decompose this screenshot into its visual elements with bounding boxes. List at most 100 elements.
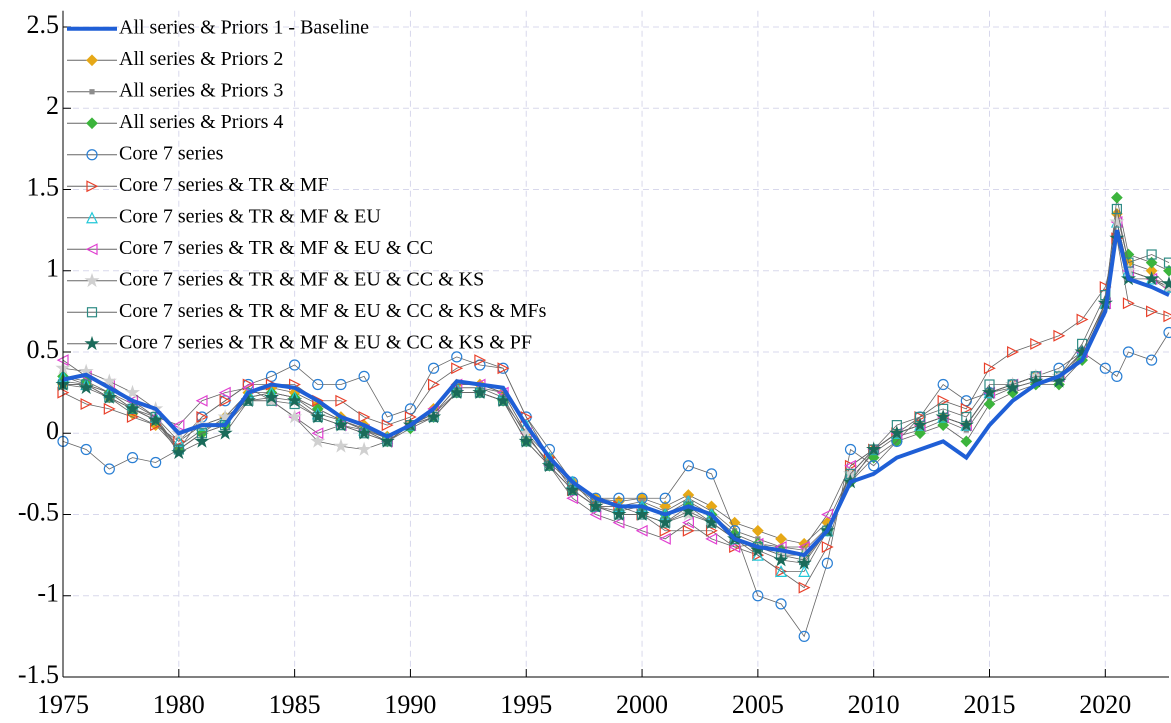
marker [1007,346,1019,358]
marker [173,435,186,448]
marker [752,524,764,537]
marker [796,555,812,570]
legend-label: Core 7 series & TR & MF & EU & CC & KS &… [119,300,547,322]
marker [103,463,115,475]
marker [84,335,100,351]
marker [86,307,98,318]
marker [263,389,280,404]
marker [1122,297,1135,310]
marker [821,557,833,569]
marker [85,243,98,256]
marker [658,532,671,545]
marker [126,411,139,423]
marker [379,433,395,448]
marker [657,514,673,530]
marker [636,492,648,504]
marker [86,54,98,67]
marker [960,402,973,415]
marker [935,409,951,424]
marker [588,498,604,513]
marker [566,492,579,505]
marker [958,417,974,432]
x-tick-label: 1995 [500,690,552,719]
marker [589,508,602,521]
marker [241,381,254,394]
y-tick-label: 1 [46,254,59,283]
y-tick-label: -1 [37,579,59,608]
marker [289,359,301,371]
y-tick-label: 0 [46,416,59,445]
marker [335,378,347,391]
marker [914,427,926,440]
x-tick-label: 2005 [732,690,784,719]
marker [889,425,905,440]
marker [312,378,324,391]
marker [1076,313,1089,326]
marker [358,411,371,423]
marker [1005,379,1021,395]
series [55,230,1171,570]
marker [705,532,718,545]
marker [728,541,741,553]
marker [219,394,232,407]
marker [775,598,787,610]
marker [1163,310,1171,323]
marker [937,394,950,407]
x-tick-label: 1980 [153,690,205,719]
marker [358,370,370,382]
y-tick-label: -1.5 [18,660,59,689]
marker [101,373,117,388]
legend-label: All series & Priors 4 [119,111,283,133]
legend-label: Core 7 series & TR & MF & EU & CC & KS [119,268,484,290]
y-tick-label: -0.5 [18,497,59,526]
marker [775,565,788,577]
marker [333,438,349,453]
marker [218,386,231,399]
legend-label: All series & Priors 3 [119,79,283,101]
x-tick-label: 1985 [269,690,321,719]
legend-label: Core 7 series & TR & MF [119,174,329,196]
marker [217,409,233,424]
marker [78,379,94,395]
marker [981,384,998,400]
marker [103,402,116,415]
marker [1146,354,1158,366]
marker [821,541,834,553]
marker [426,409,442,424]
marker [312,394,325,407]
marker [333,417,349,432]
marker [937,378,949,391]
marker [682,516,694,529]
marker [335,394,348,407]
legend-label: Core 7 series & TR & MF & EU [119,205,381,227]
marker [752,590,764,602]
marker [518,433,534,448]
legend-label: Core 7 series & TR & MF & EU & CC & KS &… [119,331,532,353]
marker [1111,191,1123,204]
marker [798,565,811,577]
series [57,326,1171,642]
legend-label: Core 7 series & TR & MF & EU & CC [119,237,433,259]
marker [150,456,162,469]
marker [635,524,648,537]
marker [960,435,973,448]
marker [659,524,672,537]
marker [126,452,139,464]
marker [1163,326,1171,339]
marker [565,482,581,497]
marker [844,443,857,456]
marker [1146,249,1157,260]
marker [611,506,627,521]
marker [194,433,210,448]
y-tick-label: 1.5 [27,172,60,201]
legend-label: Core 7 series [119,142,224,164]
marker [798,630,810,642]
marker [195,394,208,407]
marker [1161,275,1171,291]
marker [472,384,488,400]
x-tick-label: 2015 [963,690,1015,719]
marker [705,524,718,537]
marker [427,378,440,391]
marker [983,362,996,375]
marker [705,468,718,480]
